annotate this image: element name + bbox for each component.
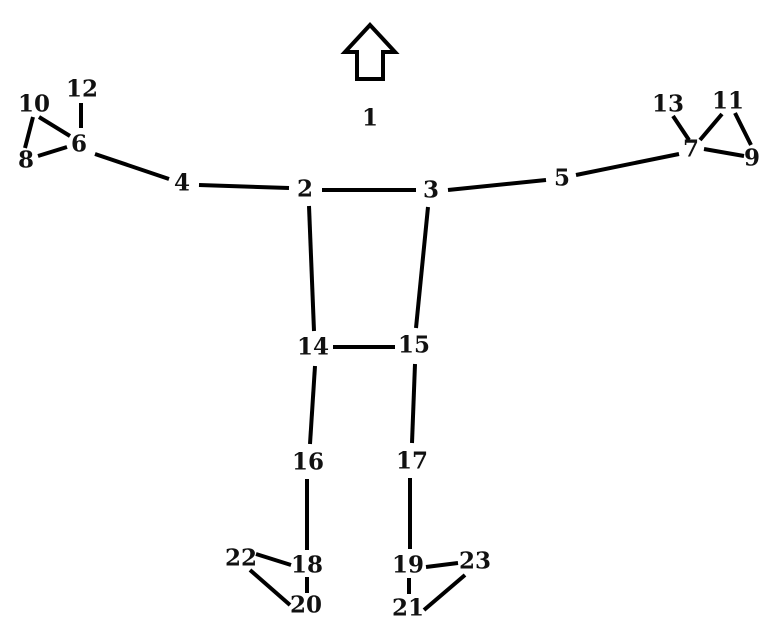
joint-label-5: 5 (554, 165, 570, 192)
bone-20-22 (248, 568, 292, 607)
bone-21-23 (422, 573, 467, 612)
joint-label-10: 10 (18, 91, 50, 118)
bone-4-6 (94, 152, 170, 181)
bone-18-22 (255, 552, 292, 567)
joint-label-16: 16 (292, 449, 324, 476)
joint-label-18: 18 (291, 552, 323, 579)
bone-6-8 (37, 145, 68, 158)
joint-label-2: 2 (297, 176, 313, 203)
joint-label-12: 12 (66, 76, 98, 103)
bone-7-13 (671, 114, 691, 142)
bone-14-16 (308, 365, 317, 445)
joint-label-14: 14 (297, 334, 329, 361)
joint-label-4: 4 (174, 170, 190, 197)
bone-5-7 (575, 152, 680, 177)
joint-label-23: 23 (459, 548, 491, 575)
bone-3-5 (447, 178, 547, 192)
joint-label-22: 22 (225, 545, 257, 572)
up-arrow-icon (340, 22, 400, 81)
joint-label-1: 1 (362, 105, 378, 132)
joint-label-3: 3 (423, 177, 439, 204)
joint-label-20: 20 (290, 592, 322, 619)
bone-3-15 (414, 206, 430, 329)
joint-label-8: 8 (18, 147, 34, 174)
joint-label-7: 7 (683, 136, 699, 163)
bone-2-14 (307, 205, 316, 332)
bone-15-17 (410, 363, 417, 444)
bone-6-10 (37, 115, 72, 138)
joint-label-17: 17 (396, 448, 428, 475)
joint-label-9: 9 (744, 145, 760, 172)
joint-label-6: 6 (71, 131, 87, 158)
bone-2-4 (198, 183, 290, 190)
bones-layer (23, 103, 753, 612)
bone-9-11 (733, 112, 753, 146)
bone-7-9 (703, 147, 745, 158)
joint-label-19: 19 (392, 552, 424, 579)
bone-8-10 (23, 116, 35, 149)
bone-19-23 (425, 561, 459, 569)
joint-label-15: 15 (398, 332, 430, 359)
joint-label-11: 11 (712, 88, 744, 115)
joint-label-21: 21 (392, 595, 424, 622)
bone-7-11 (698, 112, 724, 142)
joint-label-13: 13 (652, 91, 684, 118)
